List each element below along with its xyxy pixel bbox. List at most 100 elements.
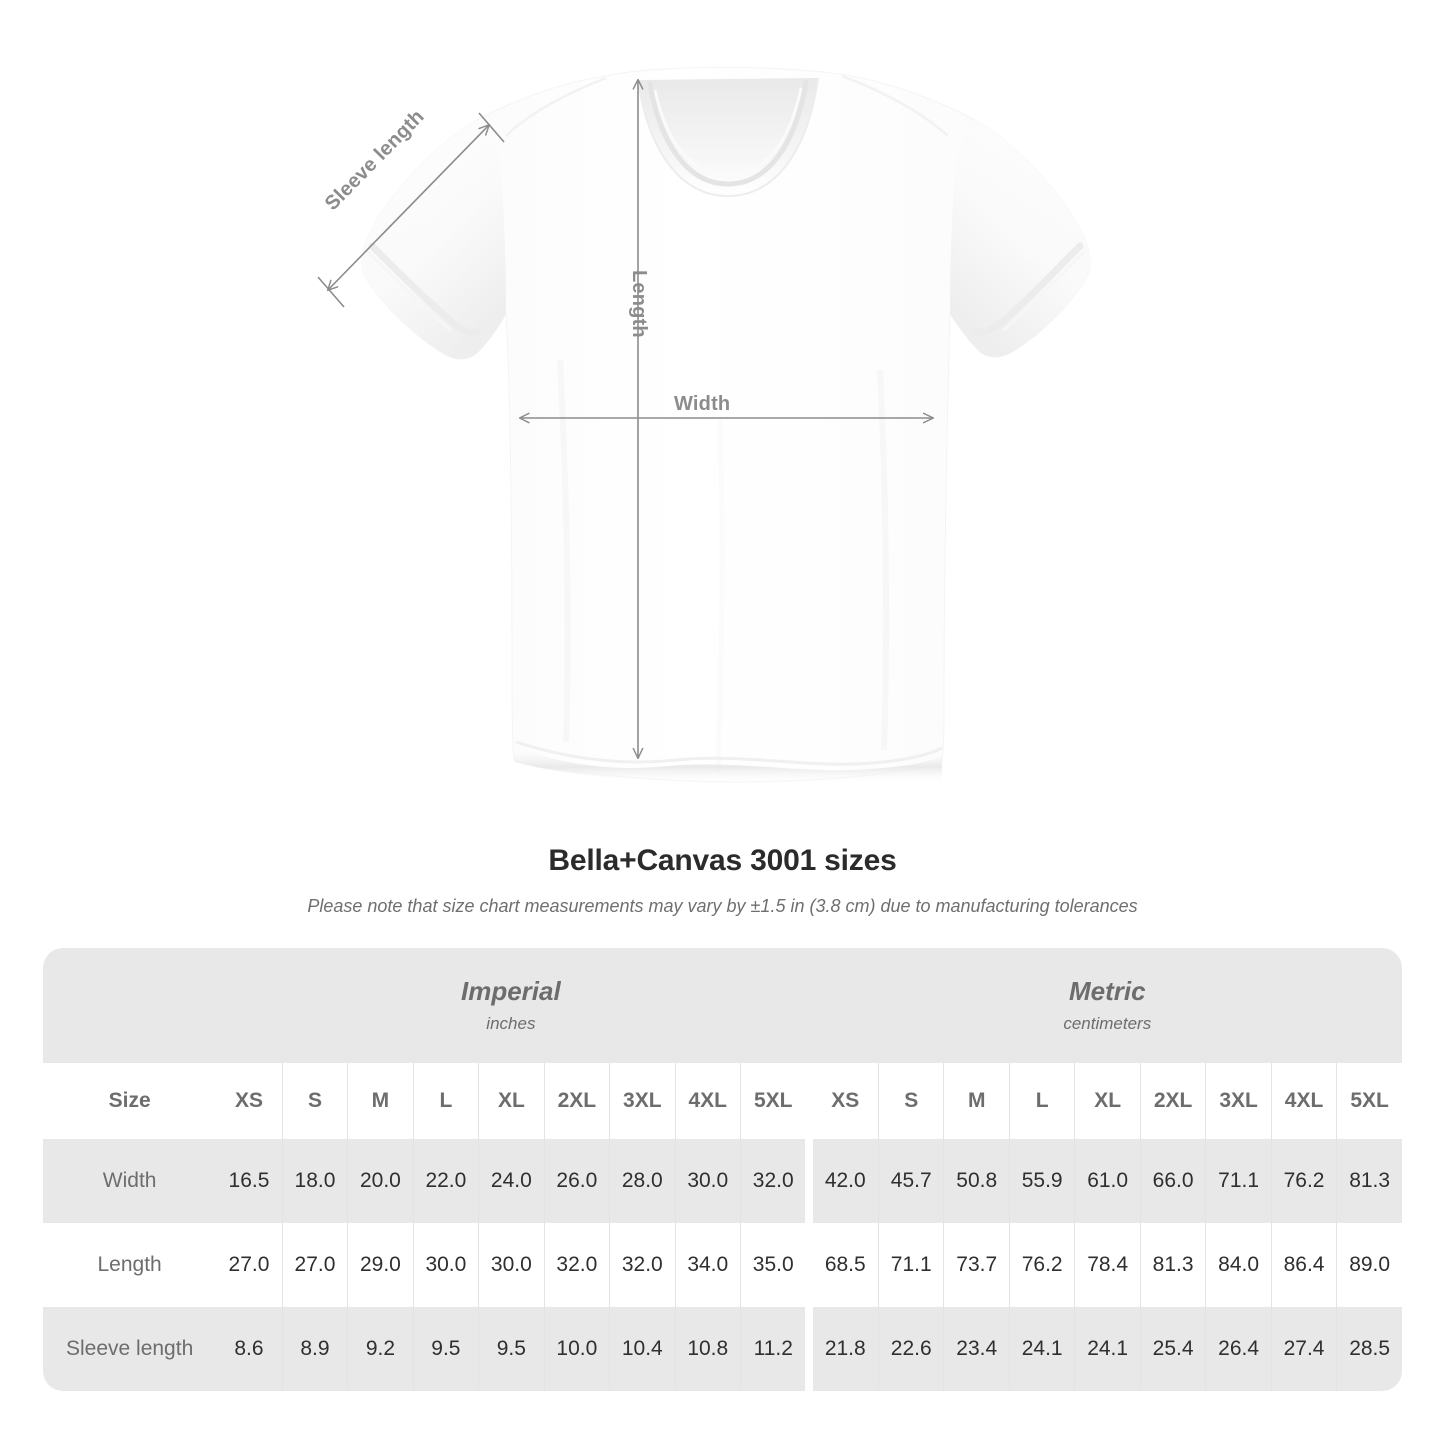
sleeve-tick-lower [317, 276, 345, 308]
row-label-width: Width [43, 1139, 217, 1223]
collar-inner-ribbing [647, 79, 809, 187]
group-gap [805, 1307, 813, 1391]
width-imperial-m: 20.0 [347, 1139, 413, 1223]
sleeve-imperial-5xl: 11.2 [740, 1307, 806, 1391]
size-header-metric-xs: XS [812, 1063, 878, 1139]
size-header-imperial-s: S [281, 1063, 348, 1139]
bottom-hem-shadow [514, 746, 942, 784]
table-row-length: Length 27.0 27.0 29.0 30.0 30.0 32.0 32.… [43, 1223, 1402, 1307]
length-imperial-5xl: 35.0 [740, 1223, 806, 1307]
sleeve-imperial-l: 9.5 [412, 1307, 479, 1391]
width-imperial-s: 18.0 [281, 1139, 348, 1223]
length-imperial-2xl: 32.0 [543, 1223, 610, 1307]
sleeve-metric-m: 23.4 [943, 1307, 1009, 1391]
width-metric-4xl: 76.2 [1270, 1139, 1337, 1223]
unit-group-metric: Metric centimeters [812, 948, 1402, 1063]
unit-group-imperial-unit: inches [486, 1013, 536, 1033]
width-label: Width [674, 393, 731, 415]
size-header-metric-m: M [943, 1063, 1009, 1139]
tshirt-measurement-diagram: Sleeve length Length Width [317, 66, 1091, 784]
size-header-imperial-m: M [347, 1063, 413, 1139]
length-imperial-4xl: 34.0 [674, 1223, 740, 1307]
sleeve-metric-xs: 21.8 [812, 1307, 878, 1391]
group-gap [805, 1223, 813, 1307]
length-metric-2xl: 81.3 [1139, 1223, 1206, 1307]
unit-group-imperial-name: Imperial [461, 975, 561, 1006]
sleeve-imperial-3xl: 10.4 [609, 1307, 675, 1391]
row-label-length: Length [43, 1223, 217, 1307]
title-block: Bella+Canvas 3001 sizes Please note that… [0, 843, 1445, 917]
width-metric-5xl: 81.3 [1336, 1139, 1402, 1223]
width-imperial-3xl: 28.0 [609, 1139, 675, 1223]
size-chart-table-wrap: Imperial inches Metric centimeters Size … [43, 948, 1402, 1391]
width-imperial-l: 22.0 [412, 1139, 479, 1223]
sleeve-arrow-line [328, 125, 489, 290]
tshirt-illustration-svg [317, 66, 1091, 784]
length-metric-xs: 68.5 [812, 1223, 878, 1307]
garment-shape [361, 66, 1091, 784]
width-metric-2xl: 66.0 [1139, 1139, 1206, 1223]
length-imperial-xl: 30.0 [478, 1223, 544, 1307]
size-header-metric-l: L [1008, 1063, 1075, 1139]
right-sleeve-hem [972, 242, 1084, 336]
sleeve-imperial-2xl: 10.0 [543, 1307, 610, 1391]
sleeve-imperial-s: 8.9 [281, 1307, 348, 1391]
sleeve-imperial-4xl: 10.8 [674, 1307, 740, 1391]
right-sleeve-shading [950, 120, 1091, 358]
length-metric-l: 76.2 [1008, 1223, 1075, 1307]
length-imperial-3xl: 32.0 [609, 1223, 675, 1307]
width-metric-s: 45.7 [878, 1139, 944, 1223]
table-row-width: Width 16.5 18.0 20.0 22.0 24.0 26.0 28.0… [43, 1139, 1402, 1223]
sleeve-metric-l: 24.1 [1008, 1307, 1075, 1391]
sleeve-metric-4xl: 27.4 [1270, 1307, 1337, 1391]
size-header-imperial-5xl: 5XL [740, 1063, 806, 1139]
left-shoulder-seam [505, 76, 607, 137]
width-metric-l: 55.9 [1008, 1139, 1075, 1223]
unit-header-row: Imperial inches Metric centimeters [43, 948, 1402, 1063]
collar-highlight [653, 87, 803, 178]
row-label-sleeve-length: Sleeve length [43, 1307, 217, 1391]
sleeve-imperial-xl: 9.5 [478, 1307, 544, 1391]
size-header-imperial-4xl: 4XL [674, 1063, 740, 1139]
size-header-metric-2xl: 2XL [1139, 1063, 1206, 1139]
sleeve-imperial-m: 9.2 [347, 1307, 413, 1391]
width-metric-m: 50.8 [943, 1139, 1009, 1223]
unit-header-spacer [43, 948, 217, 1063]
bottom-hem-line [515, 740, 943, 766]
sleeve-metric-s: 22.6 [878, 1307, 944, 1391]
sleeve-imperial-xs: 8.6 [216, 1307, 282, 1391]
size-header-imperial-xs: XS [216, 1063, 282, 1139]
measurement-arrows [317, 80, 933, 758]
length-metric-4xl: 86.4 [1270, 1223, 1337, 1307]
sleeve-metric-xl: 24.1 [1074, 1307, 1140, 1391]
unit-group-imperial: Imperial inches [216, 948, 806, 1063]
right-shoulder-seam [841, 74, 949, 137]
width-metric-3xl: 71.1 [1205, 1139, 1271, 1223]
length-metric-5xl: 89.0 [1336, 1223, 1402, 1307]
size-header-imperial-l: L [412, 1063, 479, 1139]
length-metric-3xl: 84.0 [1205, 1223, 1271, 1307]
length-imperial-xs: 27.0 [216, 1223, 282, 1307]
width-metric-xs: 42.0 [812, 1139, 878, 1223]
tolerance-note: Please note that size chart measurements… [307, 896, 1138, 916]
group-gap [805, 1139, 813, 1223]
length-metric-xl: 78.4 [1074, 1223, 1140, 1307]
length-imperial-l: 30.0 [412, 1223, 479, 1307]
width-imperial-xs: 16.5 [216, 1139, 282, 1223]
size-header-metric-4xl: 4XL [1270, 1063, 1337, 1139]
width-imperial-xl: 24.0 [478, 1139, 544, 1223]
sleeve-metric-2xl: 25.4 [1139, 1307, 1206, 1391]
width-imperial-5xl: 32.0 [740, 1139, 806, 1223]
length-metric-s: 71.1 [878, 1223, 944, 1307]
size-header-imperial-2xl: 2XL [543, 1063, 610, 1139]
sleeve-tick-upper [478, 112, 505, 143]
size-header-imperial-xl: XL [478, 1063, 544, 1139]
unit-header-gap [805, 948, 813, 1063]
unit-group-metric-name: Metric [1068, 975, 1146, 1006]
sleeve-metric-5xl: 28.5 [1336, 1307, 1402, 1391]
width-metric-xl: 61.0 [1074, 1139, 1140, 1223]
page-title: Bella+Canvas 3001 sizes [548, 844, 897, 877]
table-row-sleeve-length: Sleeve length 8.6 8.9 9.2 9.5 9.5 10.0 1… [43, 1307, 1402, 1391]
length-imperial-s: 27.0 [281, 1223, 348, 1307]
size-header-metric-s: S [878, 1063, 944, 1139]
